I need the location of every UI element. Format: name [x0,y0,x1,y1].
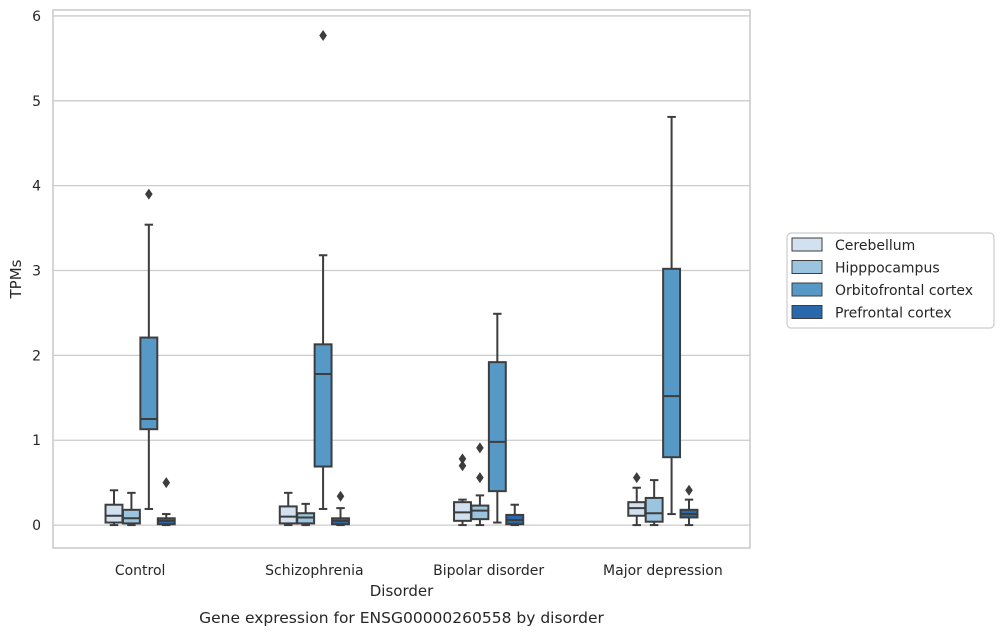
box-cerebellum [453,453,472,527]
box-orbitofrontal-cortex [487,312,507,524]
outlier-point [476,472,484,484]
gridlines [53,15,750,526]
box-cerebellum [627,472,647,527]
legend-frame [786,232,995,329]
y-tick-labels: 0 1 2 3 4 5 6 [32,9,41,534]
outlier-point [632,472,641,484]
y-tick-label: 3 [32,264,41,280]
outlier-point [458,460,467,472]
x-tick-labels: Control Schizophrenia Bipolar disorder Majo… [115,563,723,579]
legend-swatch [791,282,823,297]
y-tick-label: 0 [32,518,41,534]
y-axis-label: TPMs [7,259,25,299]
box-orbitofrontal-cortex [313,29,333,510]
legend-swatch [791,237,823,252]
outlier-point [145,188,153,200]
box-hipppocampus [470,442,490,527]
outlier-point [685,484,693,496]
box [278,505,298,525]
box [487,361,507,493]
outlier-point [162,477,171,489]
legend-swatch [791,260,823,274]
box-cerebellum [104,489,124,527]
box-groups [104,29,699,527]
plot-frame [52,9,751,549]
legend-entry: Hipppocampus [835,261,940,277]
box-prefrontal-cortex [156,477,176,527]
outlier-point [336,490,345,502]
box [644,496,664,523]
chart-caption: Gene expression for ENSG00000260558 by d… [199,609,604,627]
outlier-point [458,453,467,465]
legend: Cerebellum Hipppocampus Orbitofrontal cort… [786,232,995,329]
legend-entry: Prefrontal cortex [835,306,952,322]
box [470,504,490,521]
x-tick-label: Control [115,563,166,579]
box [662,267,682,459]
outlier-point [476,442,484,454]
y-tick-label: 4 [32,179,41,195]
box-orbitofrontal-cortex [662,115,682,516]
box-hipppocampus [121,491,141,527]
box-prefrontal-cortex [505,503,525,527]
legend-entry: Cerebellum [835,238,915,254]
y-tick-label: 5 [32,94,41,110]
box [104,503,124,524]
y-tick-label: 6 [32,9,41,25]
box [313,343,333,468]
box-orbitofrontal-cortex [139,188,159,510]
x-tick-label: Schizophrenia [265,563,363,579]
box-prefrontal-cortex [679,484,699,527]
box-hipppocampus [296,502,316,527]
box-hipppocampus [644,479,664,527]
box [139,336,159,431]
box-cerebellum [278,491,298,527]
x-tick-label: Major depression [603,563,723,579]
outlier-point [319,29,327,41]
x-tick-label: Bipolar disorder [433,563,544,579]
legend-entry: Orbitofrontal cortex [835,283,973,299]
x-axis-label: Disorder [370,582,434,600]
box-prefrontal-cortex [331,490,350,527]
y-tick-label: 1 [32,433,41,449]
box [121,508,141,525]
y-tick-label: 2 [32,348,41,364]
legend-swatch [791,305,823,319]
